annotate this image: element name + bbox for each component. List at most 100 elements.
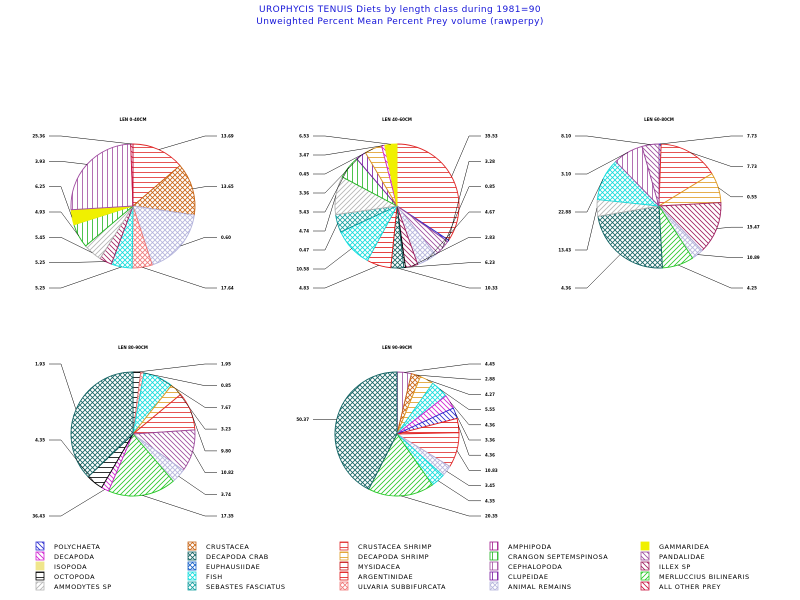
slice-value-label: 0.85: [221, 383, 231, 388]
legend-swatch: [640, 551, 650, 561]
pie-slice-merluccius-bilinearis: [368, 433, 433, 497]
slice-value-label: 13.65: [221, 184, 234, 189]
leader-line: [313, 195, 337, 232]
slice-value-label: 7.73: [747, 134, 757, 139]
leader-line: [158, 135, 217, 150]
leader-line: [575, 178, 604, 213]
leader-line: [690, 152, 743, 167]
slice-value-label: 4.25: [747, 286, 757, 291]
leader-line: [49, 363, 77, 410]
legend-item-amphipoda: AMPHIPODA: [489, 541, 551, 551]
legend-swatch: [640, 541, 650, 551]
leader-line: [49, 135, 132, 145]
leader-line: [411, 237, 481, 267]
legend-label: ANIMAL REMAINS: [508, 583, 572, 591]
leader-line: [404, 363, 481, 373]
legend-swatch: [339, 571, 349, 581]
slice-value-label: 6.25: [35, 184, 45, 189]
slice-value-label: 4.27: [485, 392, 495, 397]
leader-line: [397, 267, 481, 289]
slice-value-label: 10.33: [485, 286, 498, 291]
legend-swatch: [640, 571, 650, 581]
legend-item-ulvaria-subbifurcata: ULVARIA SUBBIFURCATA: [339, 581, 445, 591]
pie-title: LEN 0-40CM: [120, 117, 147, 122]
slice-value-label: 4.74: [299, 229, 309, 234]
leader-line: [439, 388, 481, 410]
pie-1: LEN 0-40CM 13.69 13.65 0.60 17.64 25.36 3.93 6.…: [32, 117, 234, 291]
legend-item-crangon-septemspinosa: CRANGON SEPTEMSPINOSA: [489, 551, 608, 561]
leader-line: [180, 237, 217, 247]
leader-line: [426, 211, 481, 261]
slice-value-label: 0.60: [221, 235, 231, 240]
legend-swatch: [489, 571, 499, 581]
leader-line: [313, 167, 349, 213]
legend-swatch: [187, 541, 197, 551]
slice-value-label: 13.43: [558, 248, 571, 253]
legend-label: GAMMARIDEA: [659, 543, 709, 551]
legend-item-animal-remains: ANIMAL REMAINS: [489, 581, 572, 591]
slice-value-label: 2.83: [485, 235, 495, 240]
legend-label: CLUPEIDAE: [508, 573, 548, 581]
pie-2: LEN 40-60CM 35.53 3.28 0.85 4.67 2.83 6.23 10.3…: [296, 117, 498, 291]
slice-value-label: 4.83: [299, 286, 309, 291]
slice-value-label: 4.36: [485, 422, 495, 427]
legend-item-fish: FISH: [187, 571, 222, 581]
leader-line: [313, 223, 338, 251]
legend-item-decapoda-shrimp: DECAPODA SHRIMP: [339, 551, 429, 561]
chart-title: UROPHYCIS TENUIS Diets by length class d…: [258, 5, 542, 15]
legend-item-crustacea: CRUSTACEA: [187, 541, 249, 551]
leader-line: [678, 264, 743, 289]
legend-label: ARGENTINIDAE: [358, 573, 413, 581]
legend-label: MERLUCCIUS BILINEARIS: [659, 573, 750, 581]
leader-line: [49, 439, 95, 483]
legend-label: OCTOPODA: [54, 573, 95, 581]
legend-item-octopoda: OCTOPODA: [35, 571, 95, 581]
slice-value-label: 4.36: [561, 286, 571, 291]
leader-line: [176, 389, 217, 430]
leader-line: [158, 377, 217, 408]
legend-label: MYSIDACEA: [358, 563, 400, 571]
leader-line: [697, 254, 743, 258]
legend-item-crustacea-shrimp: CRUSTACEA SHRIMP: [339, 541, 431, 551]
legend-swatch: [489, 551, 499, 561]
leader-line: [178, 475, 217, 495]
leader-line: [49, 186, 73, 218]
slice-value-label: 3.28: [485, 159, 495, 164]
legend-swatch: [187, 561, 197, 571]
leader-line: [455, 413, 481, 441]
pie-slice-decapoda-crab: [597, 205, 663, 269]
leader-line: [446, 470, 481, 486]
legend-item-polychaeta: POLYCHAETA: [35, 541, 100, 551]
legend-swatch: [35, 561, 45, 571]
legend-item-gammaridea: GAMMARIDEA: [640, 541, 709, 551]
leader-line: [49, 266, 122, 289]
slice-value-label: 10.82: [221, 470, 234, 475]
leader-line: [404, 262, 481, 268]
legend-label: PANDALIDAE: [659, 553, 705, 561]
leader-line: [49, 161, 88, 165]
legend-label: AMMODYTES SP: [54, 583, 112, 591]
slice-value-label: 3.93: [35, 159, 45, 164]
slice-value-label: 0.85: [485, 184, 495, 189]
leader-line: [136, 363, 217, 373]
leader-line: [575, 135, 651, 145]
legend-item-decapoda: DECAPODA: [35, 551, 94, 561]
legend-label: EUPHAUSIIDAE: [206, 563, 260, 571]
legend-item-merluccius-bilinearis: MERLUCCIUS BILINEARIS: [640, 571, 750, 581]
legend-swatch: [339, 581, 349, 591]
slice-value-label: 15.47: [747, 225, 760, 230]
legend-label: ISOPODA: [54, 563, 87, 571]
legend-item-all-other-prey: ALL OTHER PREY: [640, 581, 720, 591]
pie-slice-crustacea-shrimp: [132, 143, 181, 207]
slice-value-label: 3.74: [221, 492, 231, 497]
leader-line: [49, 261, 106, 263]
legend-label: DECAPODA CRAB: [206, 553, 269, 561]
pie-slice-cephalopoda: [70, 143, 134, 211]
slice-value-label: 1.93: [35, 362, 45, 367]
legend-label: DECAPODA SHRIMP: [358, 553, 429, 561]
slice-value-label: 3.36: [485, 438, 495, 443]
pie-slice-illex-sp: [657, 202, 722, 252]
slice-value-label: 50.37: [296, 417, 309, 422]
slice-value-label: 7.73: [747, 164, 757, 169]
slice-value-label: 17.35: [221, 514, 234, 519]
